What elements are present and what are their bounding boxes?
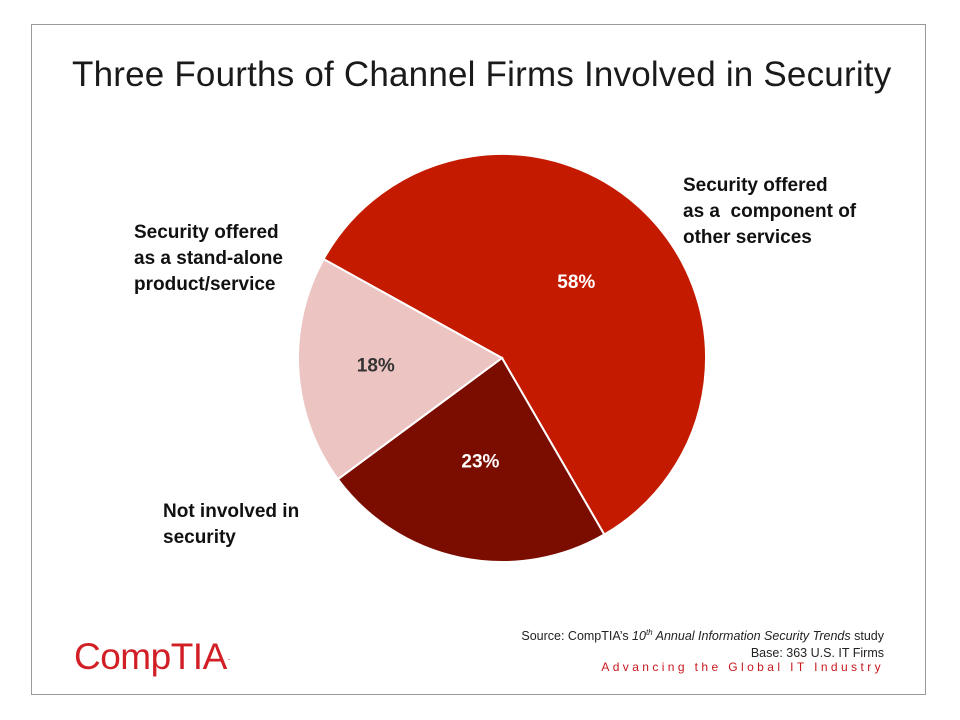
logo-mark: . bbox=[227, 652, 231, 662]
comptia-logo: CompTIA. bbox=[74, 637, 230, 677]
callout-component-line: other services bbox=[683, 227, 812, 248]
source-ordinal-suffix: th bbox=[645, 628, 653, 637]
callout-standalone-line: as a stand-alone bbox=[134, 248, 283, 269]
callout-component: Security offered as a component of other… bbox=[683, 173, 903, 251]
callout-standalone-line: Security offered bbox=[134, 222, 279, 243]
source-study-title: Annual Information Security Trends bbox=[652, 629, 851, 644]
callout-not-involved-line: Not involved in bbox=[163, 501, 300, 522]
tagline: Advancing the Global IT Industry bbox=[601, 660, 884, 674]
slice-value-label: 18% bbox=[357, 356, 395, 377]
source-prefix: Source: CompTIA’s bbox=[521, 629, 633, 644]
source-note: Source: CompTIA’s 10th Annual Informatio… bbox=[521, 624, 884, 662]
logo-text: CompTIA bbox=[74, 636, 227, 677]
source-ordinal: 10 bbox=[632, 629, 646, 644]
source-suffix: study bbox=[850, 629, 884, 644]
slice-value-label: 23% bbox=[461, 451, 499, 472]
callout-not-involved-line: security bbox=[163, 527, 236, 548]
callout-component-line: as a component of bbox=[683, 201, 857, 222]
pie-slice bbox=[297, 257, 504, 481]
page-title: Three Fourths of Channel Firms Involved … bbox=[72, 55, 892, 94]
callout-component-line: Security offered bbox=[683, 175, 828, 196]
slice-value-label: 58% bbox=[557, 272, 595, 293]
source-line: Source: CompTIA’s 10th Annual Informatio… bbox=[521, 624, 884, 645]
callout-standalone: Security offered as a stand-alone produc… bbox=[134, 220, 324, 298]
callout-not-involved: Not involved in security bbox=[163, 499, 343, 551]
pie-slice bbox=[336, 356, 606, 563]
callout-standalone-line: product/service bbox=[134, 274, 276, 295]
pie-slice bbox=[322, 153, 707, 536]
source-base: Base: 363 U.S. IT Firms bbox=[750, 646, 884, 661]
